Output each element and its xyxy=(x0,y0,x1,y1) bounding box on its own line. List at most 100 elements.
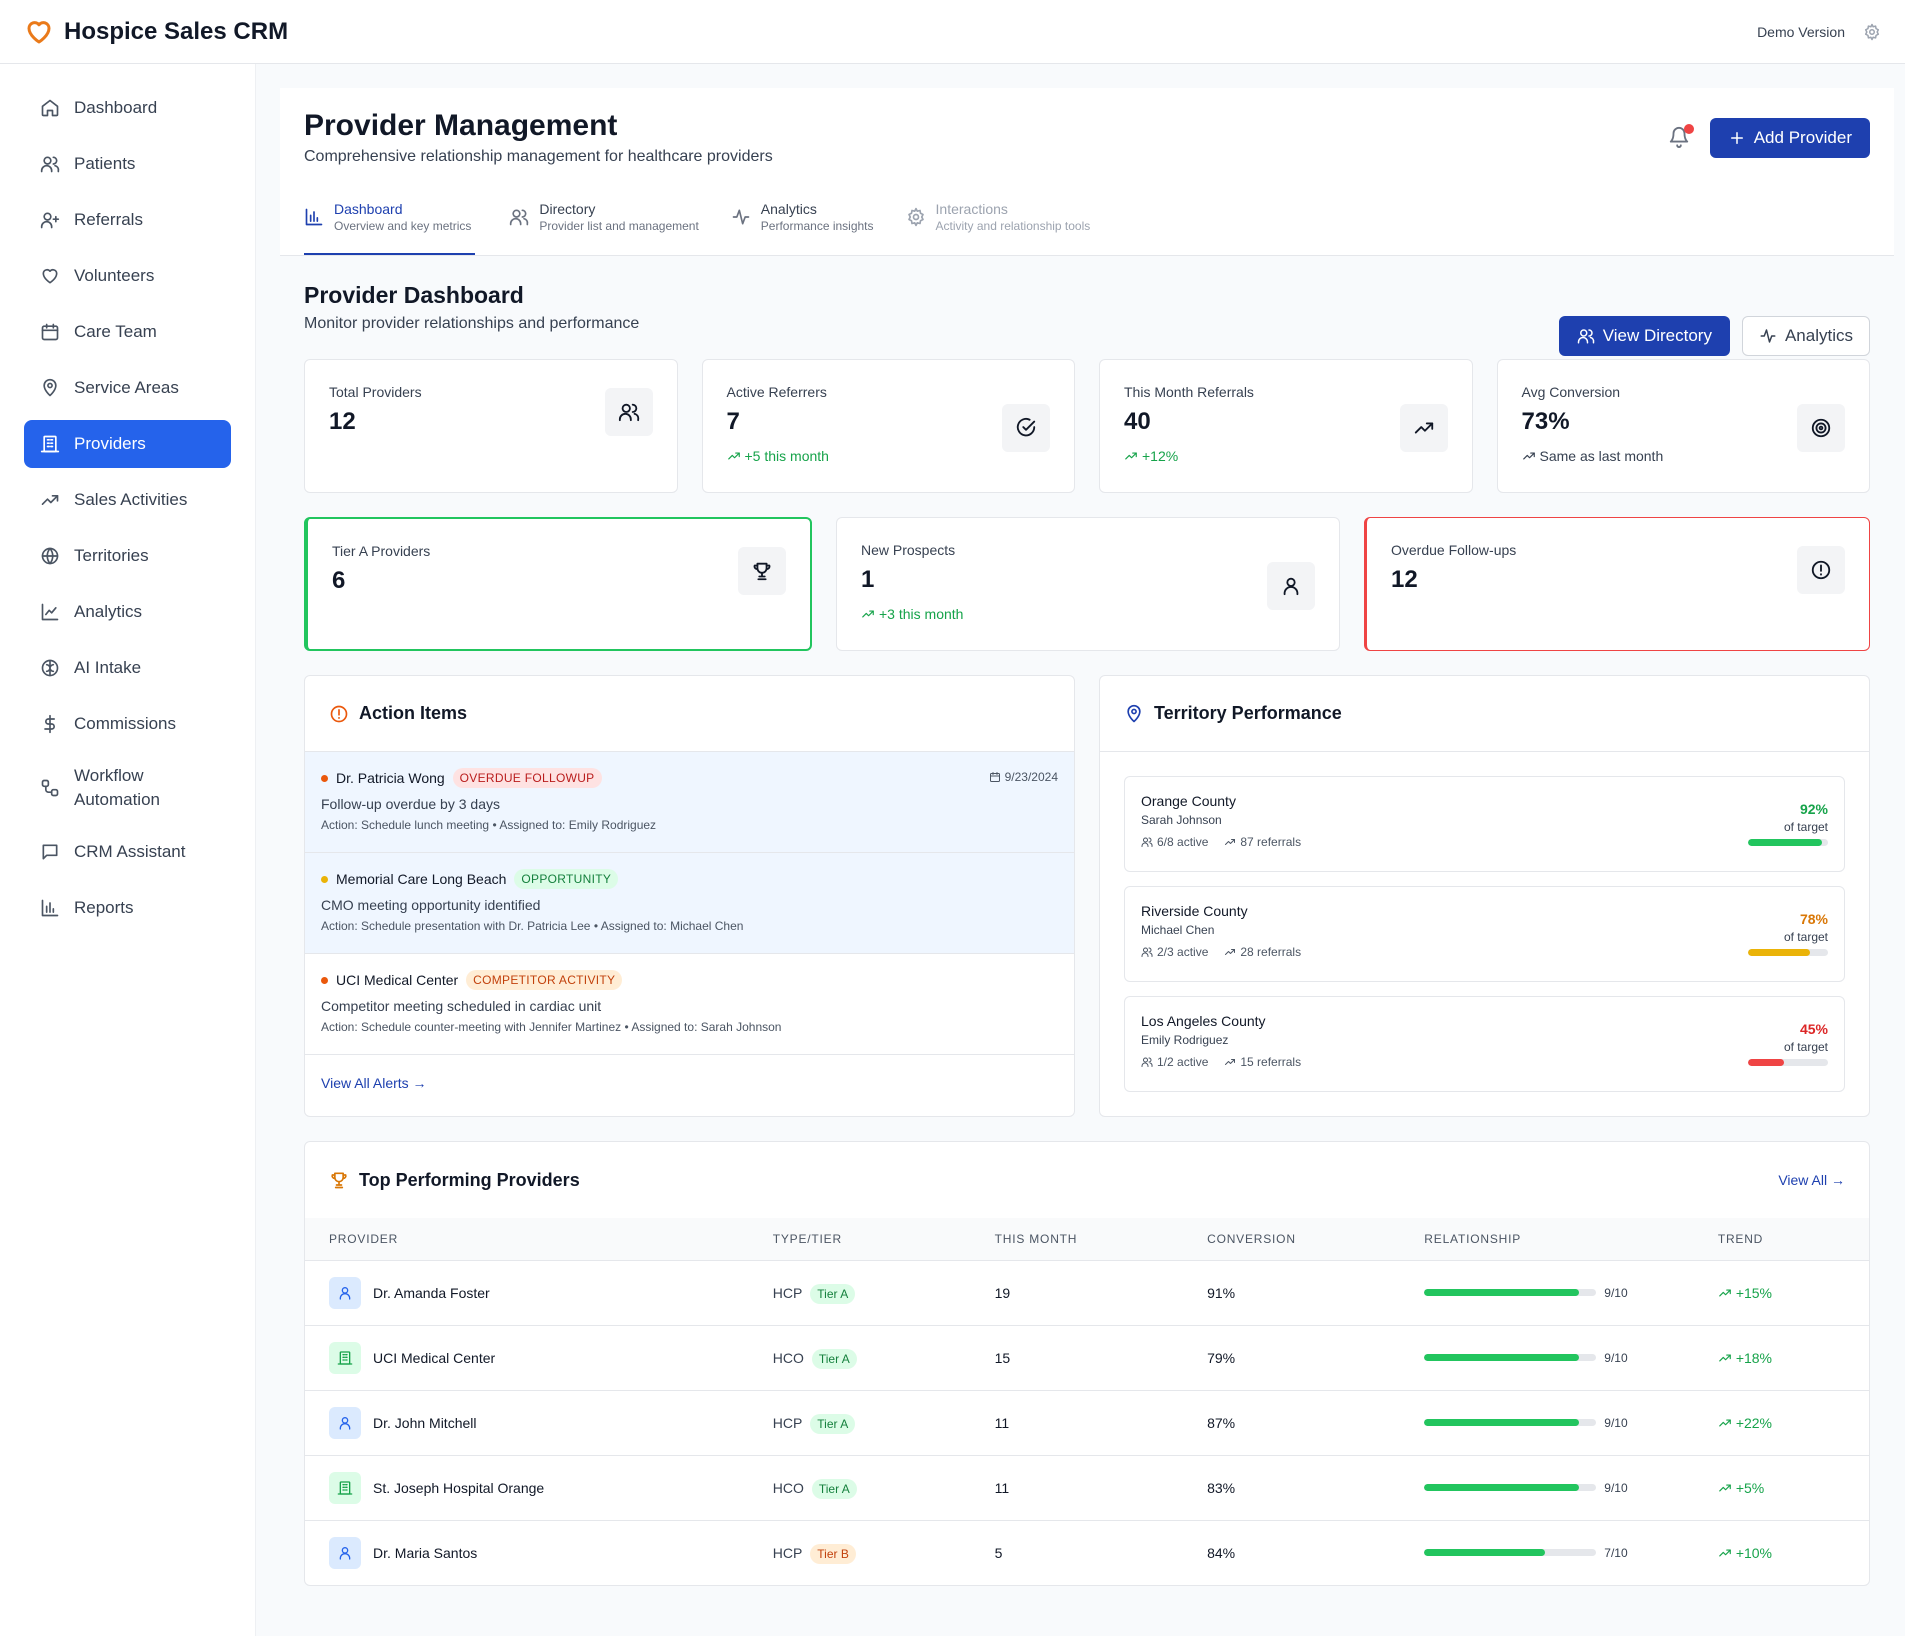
relationship-bar xyxy=(1424,1419,1597,1426)
sidebar-item-reports[interactable]: Reports xyxy=(24,884,231,932)
sidebar-item-commissions[interactable]: Commissions xyxy=(24,700,231,748)
brand[interactable]: Hospice Sales CRM xyxy=(24,17,288,47)
alert-date: 9/23/2024 xyxy=(989,770,1058,784)
sidebar-item-volunteers[interactable]: Volunteers xyxy=(24,252,231,300)
relationship-fill xyxy=(1424,1354,1580,1361)
territory-referrals: 28 referrals xyxy=(1224,945,1301,959)
stat-total-providers: Total Providers 12 xyxy=(304,359,678,493)
top-providers-panel: Top Performing Providers View All → PROV… xyxy=(304,1141,1870,1586)
sidebar-item-label: Commissions xyxy=(74,714,177,733)
territory-progress-fill xyxy=(1748,839,1822,846)
territory-panel: Territory Performance Orange County Sara… xyxy=(1099,675,1870,1117)
column-header[interactable]: TREND xyxy=(1693,1218,1869,1261)
sidebar-item-providers[interactable]: Providers xyxy=(24,420,231,468)
sidebar-item-patients[interactable]: Patients xyxy=(24,140,231,188)
column-header[interactable]: PROVIDER xyxy=(305,1218,749,1261)
column-header[interactable]: TYPE/TIER xyxy=(748,1218,971,1261)
this-month-value: 5 xyxy=(994,1544,1003,1561)
column-header[interactable]: RELATIONSHIP xyxy=(1400,1218,1694,1261)
column-header[interactable]: THIS MONTH xyxy=(970,1218,1184,1261)
stat-delta-text: +5 this month xyxy=(744,448,829,464)
tier-badge: Tier A xyxy=(811,1348,857,1369)
tab-analytics[interactable]: Analytics Performance insights xyxy=(731,197,906,255)
table-row[interactable]: St. Joseph Hospital Orange HCO Tier A 11 … xyxy=(305,1455,1869,1521)
provider-name: Dr. Amanda Foster xyxy=(373,1284,490,1301)
stats-row-secondary: Tier A Providers 6 New Prospects 1 +3 th… xyxy=(304,517,1870,651)
sidebar-item-sales-activities[interactable]: Sales Activities xyxy=(24,476,231,524)
stat-label: Tier A Providers xyxy=(332,543,431,559)
sidebar-item-label: Workflow Automation xyxy=(74,766,160,809)
action-item[interactable]: Dr. Patricia Wong OVERDUE FOLLOWUP Follo… xyxy=(305,752,1074,853)
building-icon xyxy=(40,434,60,454)
sidebar-item-analytics[interactable]: Analytics xyxy=(24,588,231,636)
notifications-button[interactable] xyxy=(1668,124,1694,150)
page-header: Provider Management Comprehensive relati… xyxy=(280,88,1894,256)
conversion-value: 79% xyxy=(1183,1325,1401,1391)
target-icon xyxy=(1810,417,1832,439)
tab-desc: Performance insights xyxy=(760,219,874,233)
conversion-value: 84% xyxy=(1207,1544,1236,1561)
table-row[interactable]: UCI Medical Center HCO Tier A 15 79% 9/10… xyxy=(305,1325,1869,1391)
alert-tag: COMPETITOR ACTIVITY xyxy=(466,970,623,990)
action-item[interactable]: Memorial Care Long Beach OPPORTUNITY CMO… xyxy=(305,853,1074,954)
sidebar-item-territories[interactable]: Territories xyxy=(24,532,231,580)
this-month-value: 11 xyxy=(970,1455,1184,1521)
provider-type: HCP xyxy=(772,1414,803,1431)
territory-card[interactable]: Orange County Sarah Johnson 6/8 active 8… xyxy=(1124,776,1845,872)
notification-dot xyxy=(1683,124,1694,134)
view-directory-button[interactable]: View Directory xyxy=(1558,316,1730,356)
add-provider-button[interactable]: Add Provider xyxy=(1709,118,1870,158)
alert-circle-icon xyxy=(329,704,349,724)
tab-interactions[interactable]: Interactions Activity and relationship to… xyxy=(906,197,1123,255)
sidebar-item-workflow-automation[interactable]: Workflow Automation xyxy=(24,756,231,820)
trending-up-icon xyxy=(1718,1481,1732,1495)
alert-desc: Competitor meeting scheduled in cardiac … xyxy=(321,998,602,1014)
panel-title: Territory Performance xyxy=(1154,703,1342,723)
trophy-icon xyxy=(329,1170,349,1190)
action-item[interactable]: UCI Medical Center COMPETITOR ACTIVITY C… xyxy=(305,954,1074,1055)
alert-meta: Action: Schedule counter-meeting with Je… xyxy=(321,1020,782,1034)
sidebar-item-label: CRM Assistant xyxy=(74,842,186,861)
tab-desc: Overview and key metrics xyxy=(334,219,472,233)
territory-card[interactable]: Riverside County Michael Chen 2/3 active… xyxy=(1124,886,1845,982)
column-header[interactable]: CONVERSION xyxy=(1183,1218,1401,1261)
relationship-bar xyxy=(1424,1289,1597,1296)
stat-delta: +3 this month xyxy=(861,606,1315,622)
trending-up-icon xyxy=(1224,946,1236,958)
tab-dashboard[interactable]: Dashboard Overview and key metrics xyxy=(304,197,476,255)
view-all-providers-link[interactable]: View All → xyxy=(1778,1172,1845,1188)
globe-icon xyxy=(40,546,60,566)
sidebar-item-label: Volunteers xyxy=(74,266,155,285)
avatar xyxy=(329,1536,361,1569)
tab-directory[interactable]: Directory Provider list and management xyxy=(509,197,730,255)
sidebar-item-ai-intake[interactable]: AI Intake xyxy=(24,644,231,692)
sidebar-item-service-areas[interactable]: Service Areas xyxy=(24,364,231,412)
gear-icon[interactable] xyxy=(1863,23,1881,41)
table-row[interactable]: Dr. Maria Santos HCP Tier B 5 84% 7/10 +1… xyxy=(305,1520,1869,1585)
sidebar-item-care-team[interactable]: Care Team xyxy=(24,308,231,356)
territory-referrals-text: 28 referrals xyxy=(1240,945,1302,959)
alert-meta: Action: Schedule lunch meeting • Assigne… xyxy=(321,818,657,832)
territory-referrals: 15 referrals xyxy=(1224,1055,1301,1069)
relationship-bar xyxy=(1424,1484,1597,1491)
priority-dot xyxy=(321,976,328,984)
relationship-score: 9/10 xyxy=(1604,1350,1628,1365)
sidebar-item-referrals[interactable]: Referrals xyxy=(24,196,231,244)
table-row[interactable]: Dr. Amanda Foster HCP Tier A 19 91% 9/10 … xyxy=(305,1260,1869,1326)
analytics-button[interactable]: Analytics xyxy=(1741,316,1870,356)
territory-active-text: 2/3 active xyxy=(1157,945,1209,959)
top-bar: Hospice Sales CRM Demo Version xyxy=(0,0,1905,64)
sidebar-item-crm-assistant[interactable]: CRM Assistant xyxy=(24,828,231,876)
territory-card[interactable]: Los Angeles County Emily Rodriguez 1/2 a… xyxy=(1124,996,1845,1092)
table-row[interactable]: Dr. John Mitchell HCP Tier A 11 87% 9/10 … xyxy=(305,1390,1869,1456)
territory-active: 1/2 active xyxy=(1141,1055,1208,1069)
view-all-alerts-link[interactable]: View All Alerts → xyxy=(321,1075,427,1091)
stat-delta: +5 this month xyxy=(727,448,1051,464)
sidebar-item-dashboard[interactable]: Dashboard xyxy=(24,84,231,132)
this-month-value: 11 xyxy=(970,1390,1184,1456)
user-icon xyxy=(1280,575,1302,597)
stat-delta: Same as last month xyxy=(1522,448,1846,464)
trend-value: +15% xyxy=(1735,1284,1773,1301)
avatar xyxy=(329,1276,361,1309)
trending-up-icon xyxy=(1718,1546,1732,1560)
